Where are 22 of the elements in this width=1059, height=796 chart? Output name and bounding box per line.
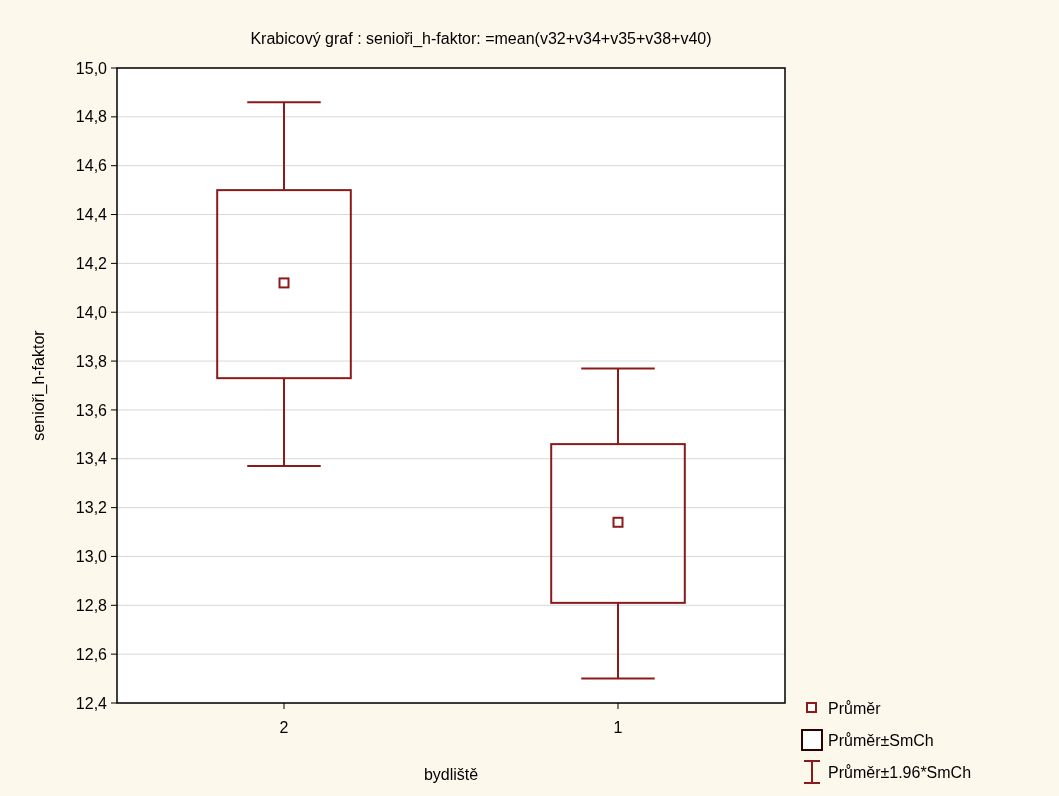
text: Průměr±1.96*SmCh — [828, 763, 972, 781]
y-tick-label: 14,2 — [75, 254, 108, 272]
y-tick-label: 13,8 — [75, 352, 108, 370]
y-tick-label: 12,4 — [75, 694, 108, 712]
y-tick-label: 13,2 — [75, 499, 108, 517]
text: Průměr — [828, 699, 882, 717]
x-tick-label: 2 — [279, 719, 289, 736]
chart-title: Krabicový graf : senioři_h-faktor: =mean(v32+v34+v35+v38+v40) — [250, 30, 712, 48]
y-tick-label: 13,4 — [75, 450, 108, 468]
y-tick-label: 12,6 — [75, 645, 108, 663]
y-tick-label: 13,0 — [75, 548, 108, 566]
x-axis-title: bydliště — [423, 766, 479, 783]
y-tick-label: 14,6 — [75, 157, 108, 175]
y-tick-label: 15,0 — [75, 59, 108, 77]
text: Průměr±SmCh — [828, 731, 934, 749]
y-tick-label: 14,8 — [75, 108, 108, 126]
x-tick-label: 1 — [613, 719, 623, 736]
y-tick-label: 13,6 — [75, 401, 108, 419]
y-tick-label: 14,4 — [75, 206, 108, 224]
y-axis-title: senioři_h-faktor — [30, 329, 48, 441]
y-tick-label: 14,0 — [75, 303, 108, 321]
y-tick-label: 12,8 — [75, 596, 108, 614]
